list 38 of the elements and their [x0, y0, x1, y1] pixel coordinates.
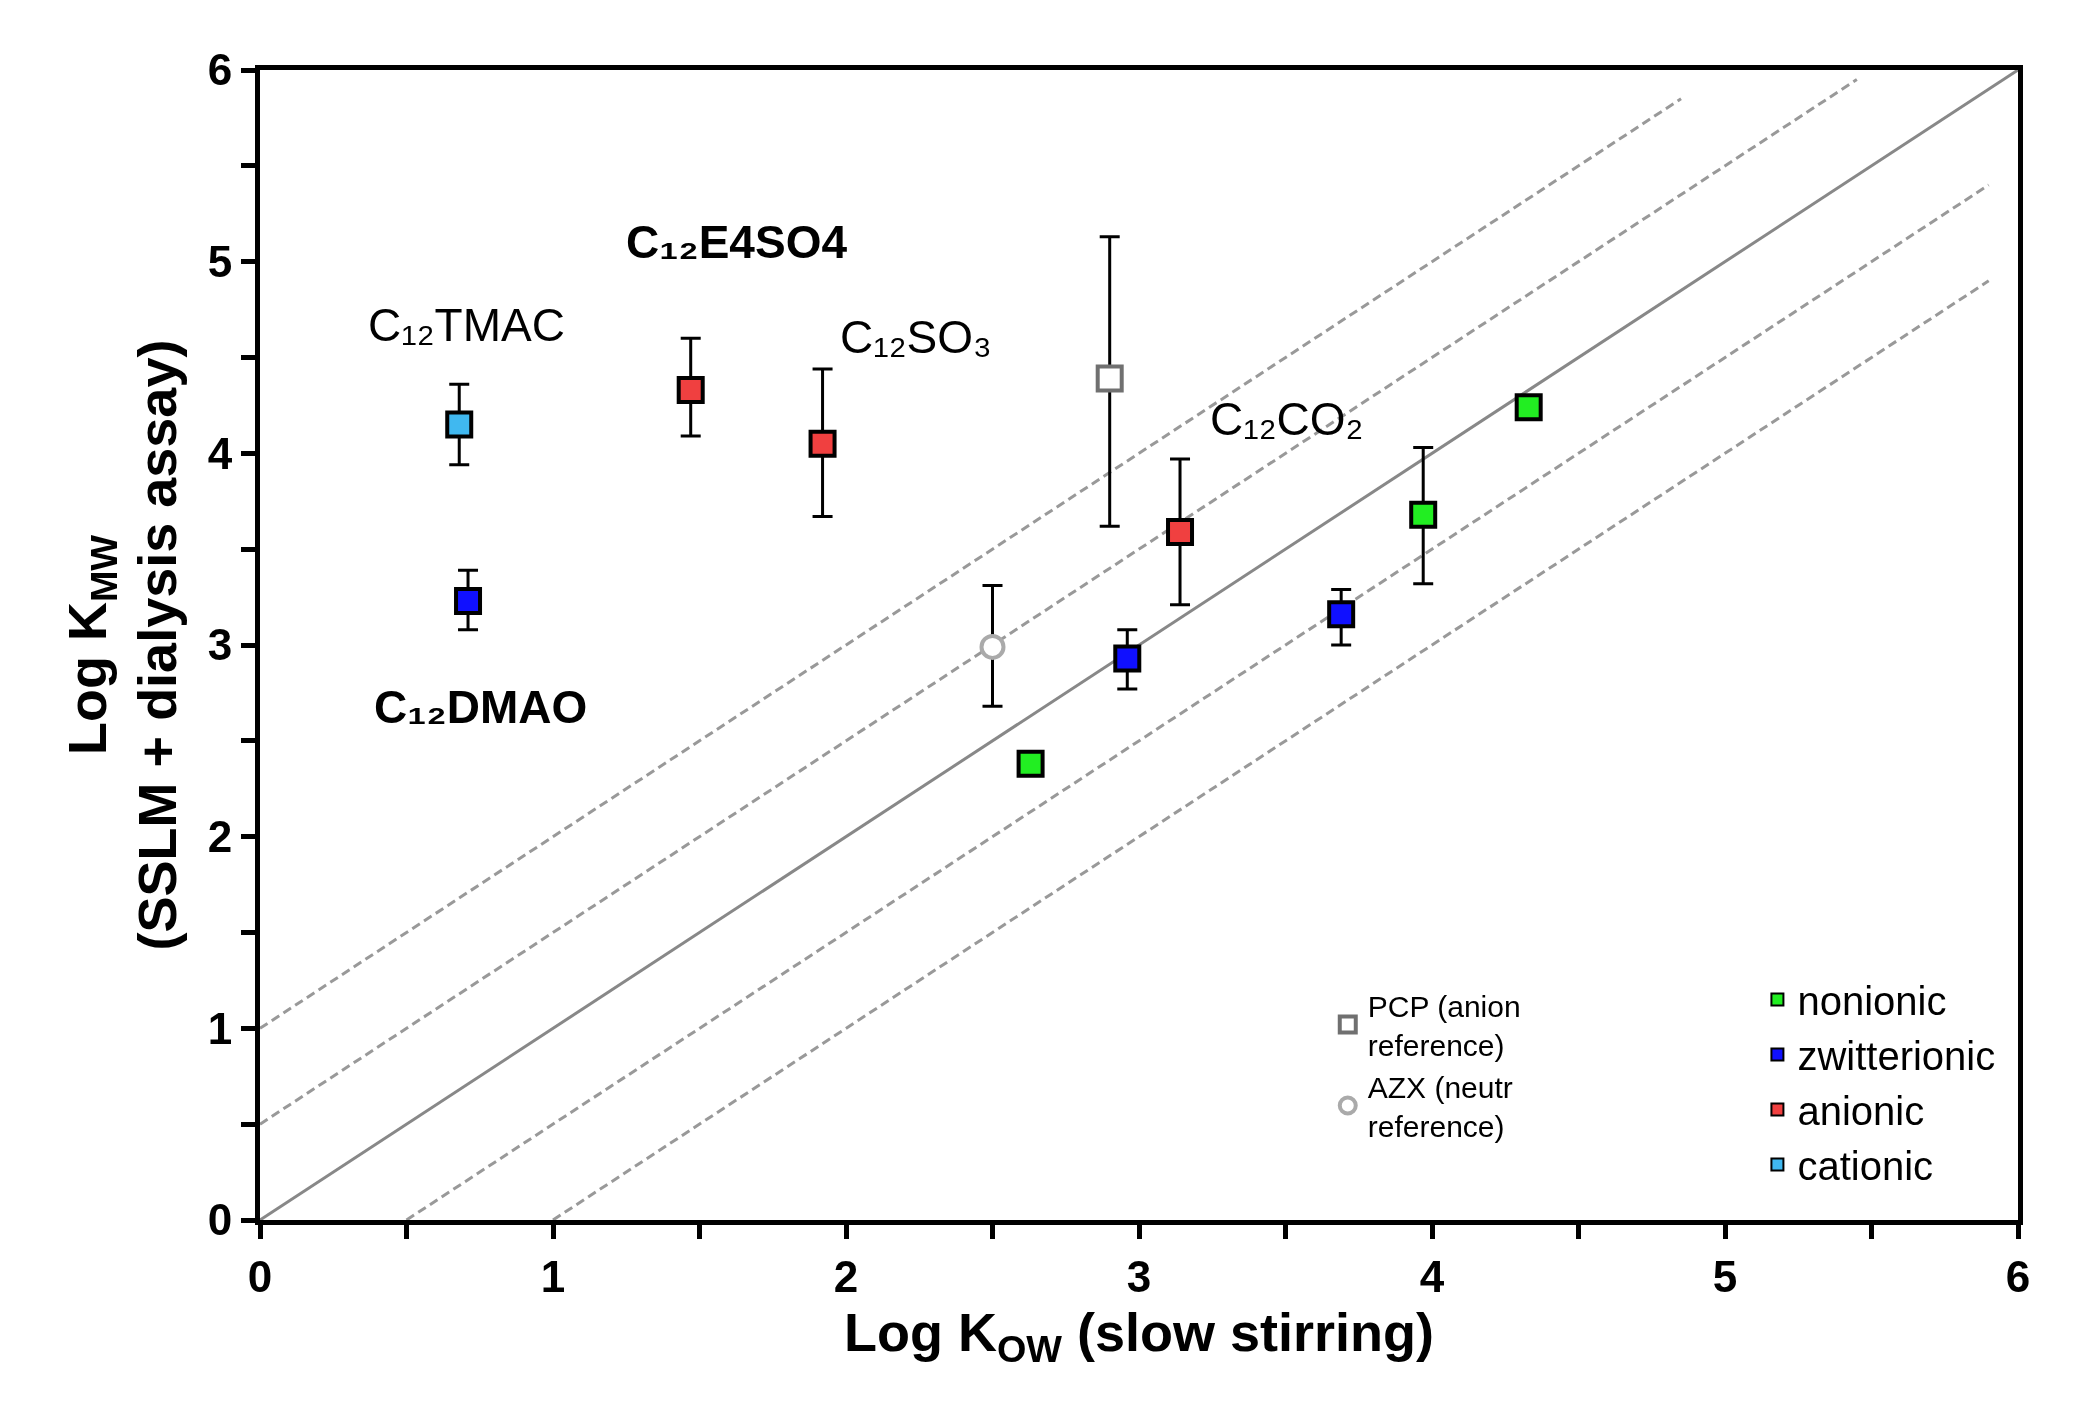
legend-label: nonionic — [1797, 979, 1947, 1024]
x-tick-label: 2 — [833, 1251, 859, 1301]
annotation: C₁₂E4SO4 — [626, 216, 848, 268]
y-tick-label: 4 — [207, 428, 233, 478]
point — [1166, 517, 1195, 546]
x-tick-label: 5 — [1712, 1251, 1738, 1301]
y-tick-label: 1 — [207, 1003, 233, 1053]
point — [979, 633, 1006, 660]
y-tick-label: 2 — [207, 812, 233, 862]
point — [1113, 644, 1142, 673]
point — [445, 410, 474, 439]
legend-label: cationic — [1797, 1144, 1934, 1189]
x-axis-title: Log K$_{OW}$ (slow stirring) — [843, 1302, 1435, 1371]
legend-label: anionic — [1797, 1089, 1925, 1134]
y-tick-label: 6 — [207, 45, 233, 95]
point — [454, 586, 483, 615]
x-tick-label: 4 — [1419, 1251, 1445, 1301]
point — [1409, 500, 1438, 529]
y-tick-label: 0 — [207, 1195, 233, 1245]
annotation: C₁₂CO₂ — [1210, 393, 1364, 445]
x-tick-label: 1 — [540, 1251, 566, 1301]
x-tick-label: 3 — [1126, 1251, 1152, 1301]
point — [1016, 749, 1045, 778]
legend-label: AZX (neutr reference) — [1367, 1070, 1513, 1143]
point — [1095, 364, 1124, 393]
y-tick-label: 5 — [207, 237, 233, 287]
annotation: C₁₂DMAO — [374, 681, 588, 733]
point — [1514, 393, 1543, 422]
annotation: C₁₂SO₃ — [840, 311, 992, 363]
x-tick-label: 6 — [2005, 1251, 2031, 1301]
legend-label: zwitterionic — [1797, 1034, 1996, 1079]
point — [676, 376, 705, 405]
point — [1327, 600, 1356, 629]
annotation: C₁₂TMAC — [368, 299, 565, 351]
x-tick-label: 0 — [247, 1251, 273, 1301]
legend-label: PCP (anion reference) — [1367, 989, 1521, 1062]
point — [808, 429, 837, 458]
y-tick-label: 3 — [207, 620, 233, 670]
